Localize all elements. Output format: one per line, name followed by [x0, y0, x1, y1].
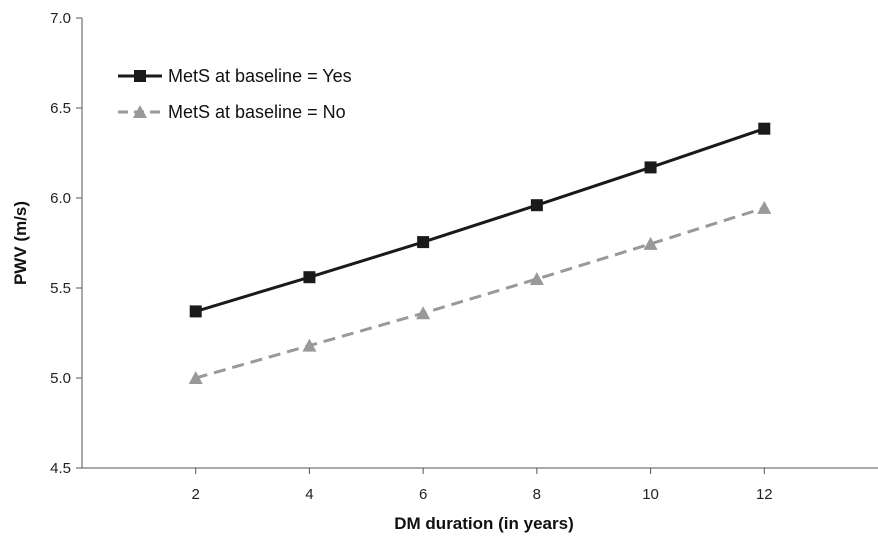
data-point — [303, 271, 316, 284]
y-tick-label: 5.0 — [50, 370, 71, 387]
series-layer — [188, 122, 772, 384]
data-point — [189, 305, 202, 318]
data-point — [757, 200, 772, 214]
legend-label: MetS at baseline = Yes — [168, 66, 352, 86]
legend-marker — [133, 105, 147, 118]
data-point — [529, 272, 544, 285]
y-axis-ticks: 4.5 5.0 5.5 6.0 6.5 7.0 — [50, 10, 82, 477]
series-mets-no — [188, 200, 772, 384]
series-line — [195, 206, 765, 380]
legend-label: MetS at baseline = No — [168, 102, 346, 122]
x-tick-label: 10 — [642, 486, 659, 503]
series-mets-yes — [189, 122, 771, 318]
data-point — [417, 236, 430, 249]
y-tick-label: 6.0 — [50, 190, 71, 207]
x-tick-label: 8 — [533, 486, 541, 503]
axes — [81, 18, 878, 469]
data-point — [643, 236, 658, 250]
y-tick-label: 5.5 — [50, 280, 71, 297]
data-point — [530, 199, 543, 212]
x-axis-title: DM duration (in years) — [394, 514, 573, 533]
data-point — [416, 306, 431, 320]
data-point — [758, 122, 771, 135]
x-tick-label: 6 — [419, 486, 427, 503]
legend-item: MetS at baseline = No — [118, 102, 346, 122]
legend: MetS at baseline = Yes MetS at baseline =… — [118, 66, 352, 122]
legend-item: MetS at baseline = Yes — [118, 66, 352, 86]
data-point — [188, 371, 203, 384]
series-line — [195, 127, 765, 313]
x-tick-label: 2 — [192, 486, 200, 503]
y-axis-title: PWV (m/s) — [11, 201, 30, 285]
y-tick-label: 6.5 — [50, 100, 71, 117]
data-point — [644, 161, 657, 174]
x-tick-label: 12 — [756, 486, 773, 503]
x-tick-label: 4 — [305, 486, 313, 503]
y-tick-label: 7.0 — [50, 10, 71, 27]
y-tick-label: 4.5 — [50, 460, 71, 477]
x-axis-ticks: 2 4 6 8 10 12 — [192, 468, 773, 503]
legend-marker — [134, 70, 146, 82]
data-point — [302, 338, 317, 352]
